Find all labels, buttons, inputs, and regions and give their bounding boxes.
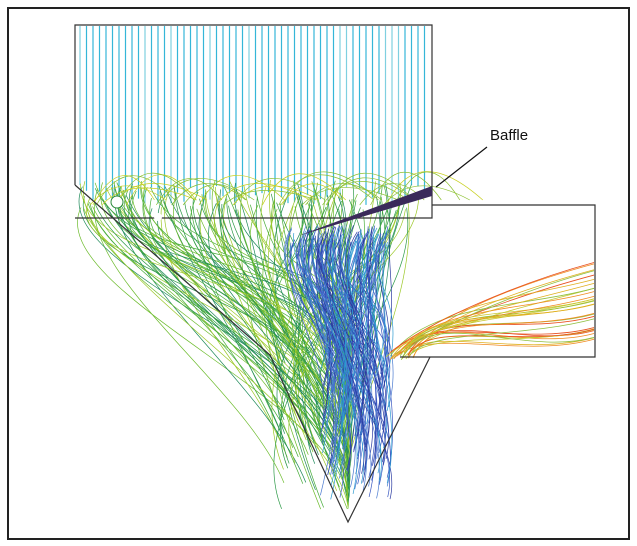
flow-diagram: Baffle bbox=[0, 0, 637, 546]
page: Baffle (() => { const data = JSON.parse(… bbox=[0, 0, 637, 546]
baffle-label: Baffle bbox=[490, 127, 528, 144]
marker bbox=[111, 196, 123, 208]
marker bbox=[154, 213, 162, 221]
